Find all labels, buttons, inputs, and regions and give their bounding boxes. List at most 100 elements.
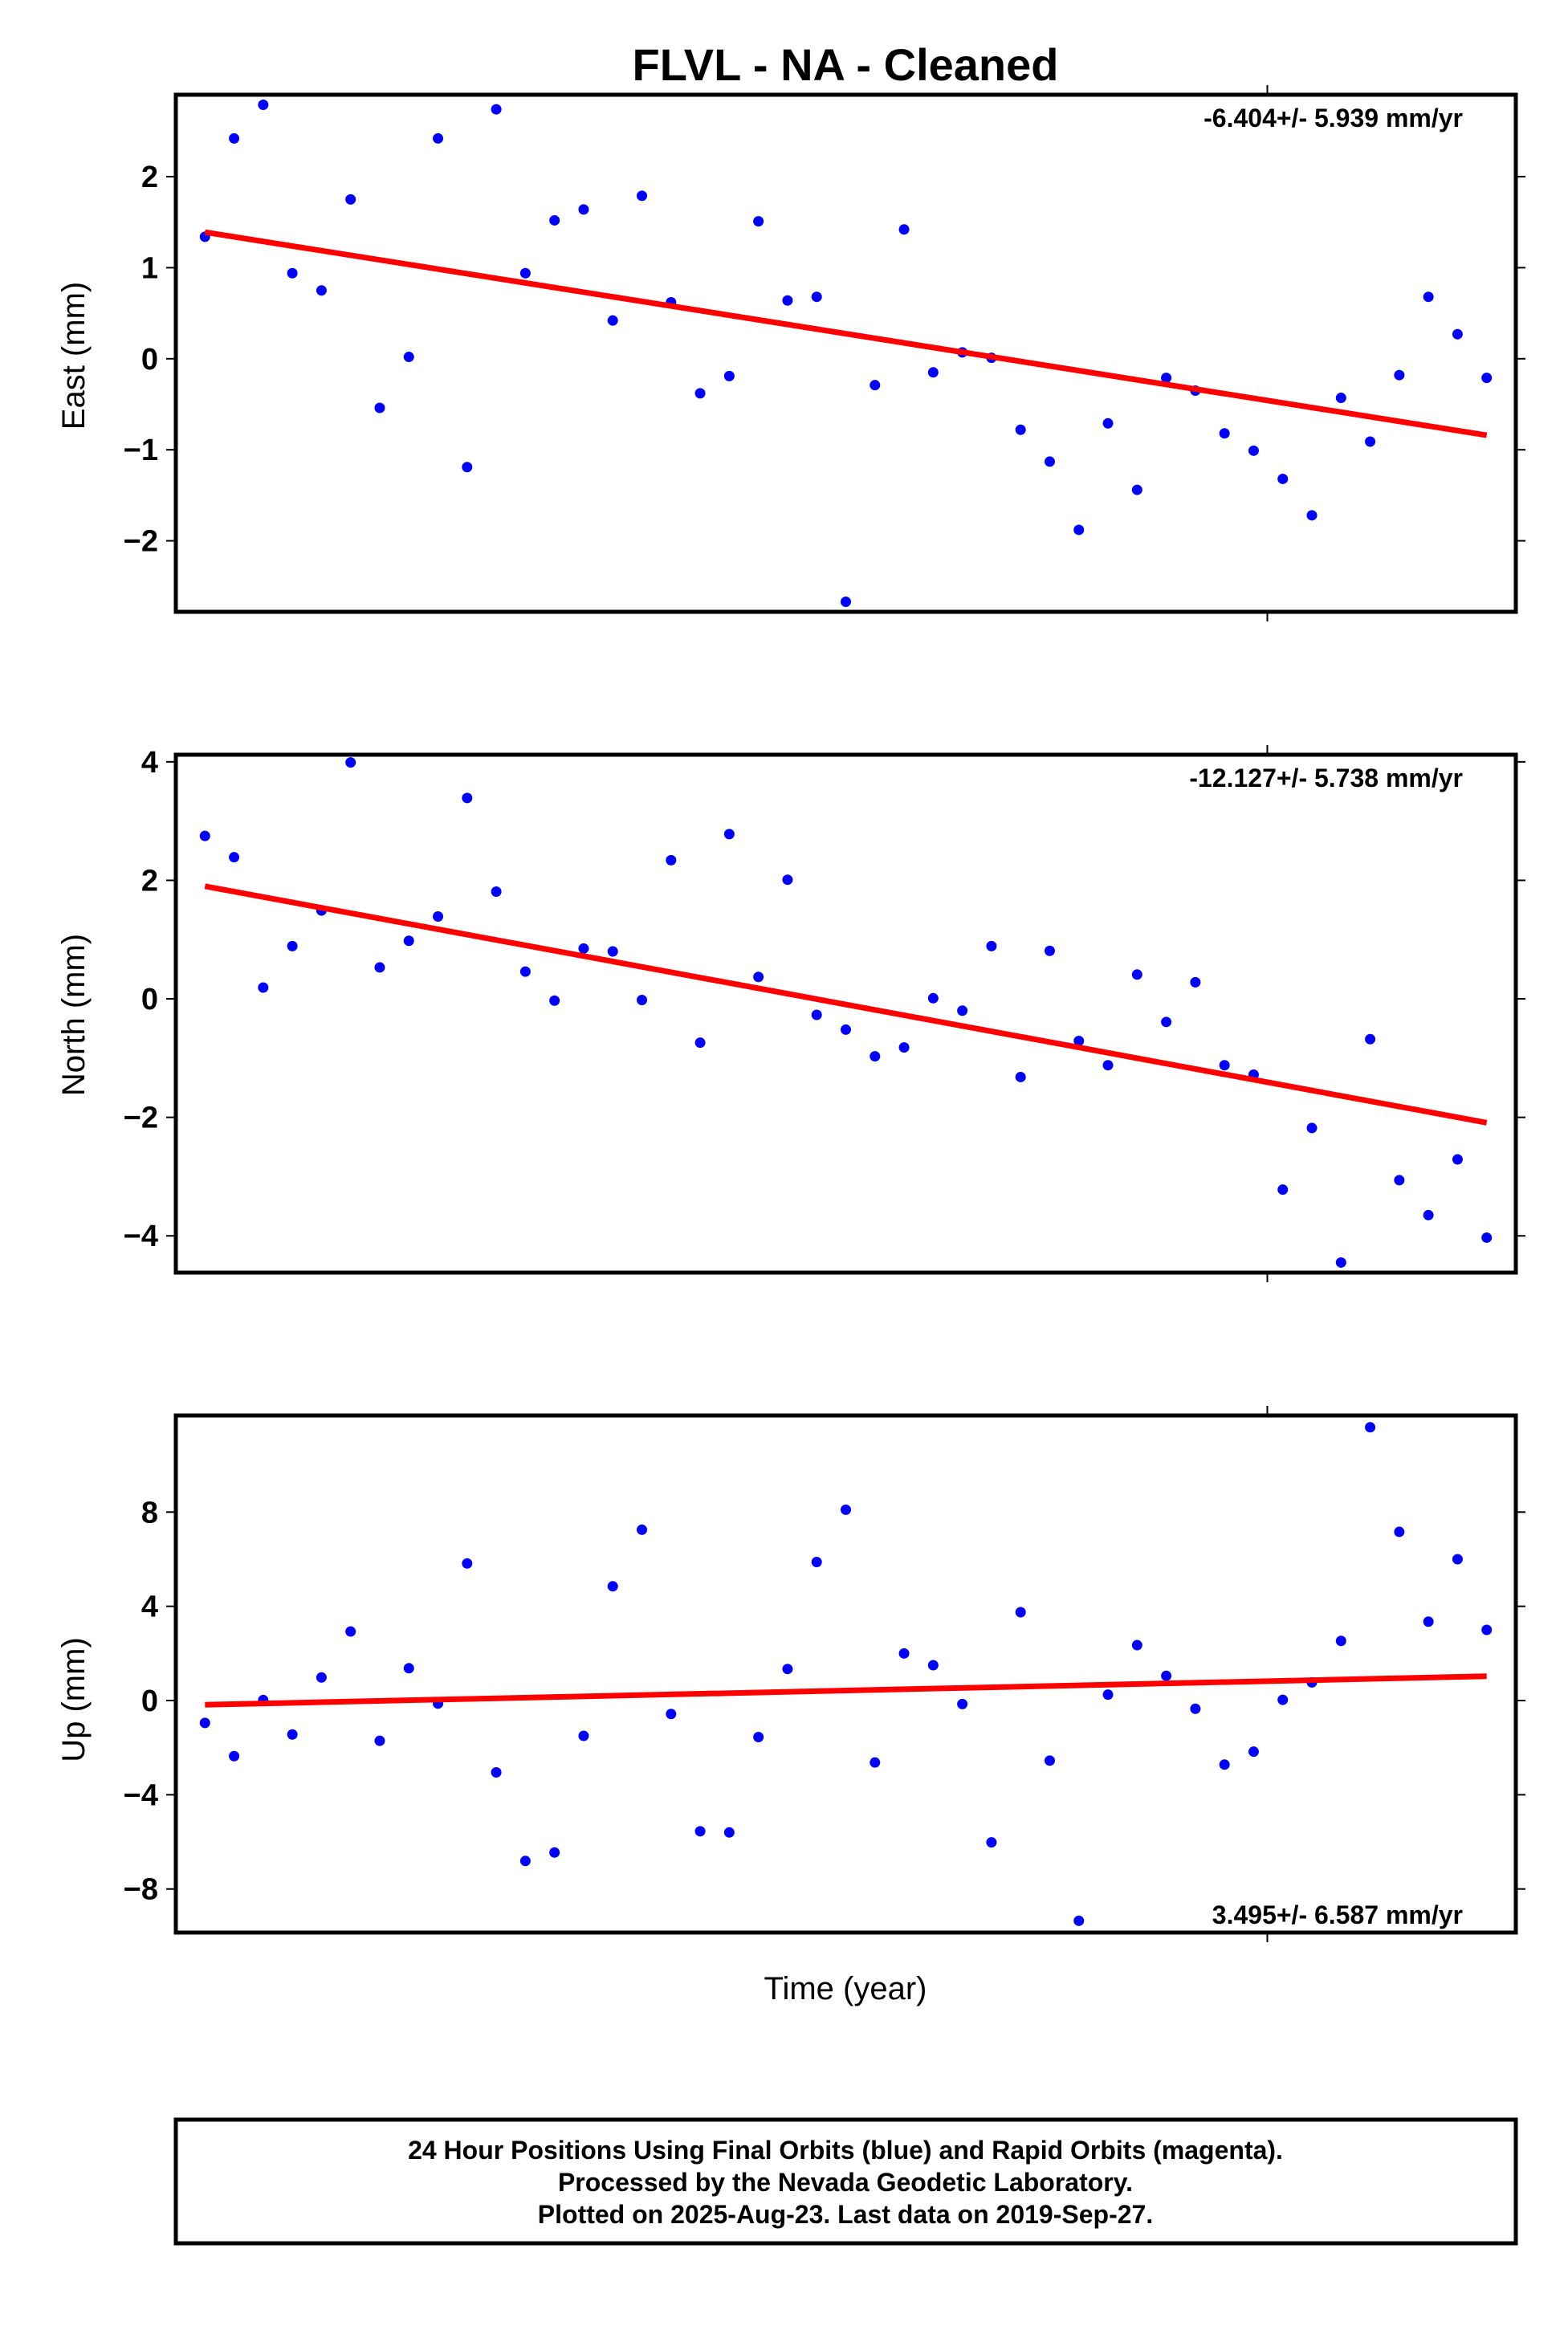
- panel-north-frame: [173, 752, 1518, 1275]
- panel-up-data-point: [1219, 1759, 1230, 1770]
- panel-north-data-point: [374, 962, 385, 973]
- panel-east-ytick-label: 0: [141, 343, 158, 377]
- panel-up-data-point: [637, 1524, 648, 1535]
- panel-north-data-point: [811, 1009, 822, 1020]
- panel-east-data-point: [316, 285, 327, 296]
- panel-north-data-point: [870, 1051, 881, 1062]
- panel-up-ytick-label: 0: [141, 1684, 158, 1718]
- panel-east-data-point: [1102, 418, 1114, 429]
- panel-north-data-point: [1423, 1209, 1434, 1220]
- panel-east-data-point: [841, 597, 851, 608]
- panel-north-data-point: [1015, 1071, 1026, 1082]
- panel-east-data-point: [433, 132, 444, 144]
- panel-up: Up (mm) 3.495+/- 6.587 mm/yr −8 −4 0 4 8: [56, 1406, 1525, 1942]
- panel-up-rate: 3.495+/- 6.587 mm/yr: [1212, 1900, 1463, 1929]
- panel-north-data-point: [462, 792, 473, 804]
- panel-up-data-point: [1481, 1624, 1493, 1635]
- panel-up-data-point: [1365, 1422, 1376, 1433]
- x-axis-label: Time (year): [764, 1971, 927, 2006]
- panel-north-data-point: [229, 852, 240, 863]
- panel-north-data-point: [345, 757, 356, 768]
- panel-east-data-point: [1481, 373, 1493, 384]
- panel-north-data-point: [1481, 1232, 1493, 1243]
- panel-north-data-point: [1335, 1257, 1346, 1268]
- panel-east-data-point: [898, 224, 910, 235]
- panel-east-data-point: [287, 267, 298, 279]
- panel-up-data-point: [1131, 1640, 1142, 1651]
- footer-box: 24 Hour Positions Using Final Orbits (bl…: [173, 2117, 1518, 2246]
- panel-up-ytick-label: 8: [141, 1496, 158, 1530]
- panel-up-ylabel: Up (mm): [56, 1637, 92, 1762]
- panel-north-data-point: [1277, 1184, 1289, 1196]
- panel-up-data-point: [957, 1698, 968, 1709]
- panel-north-data-point: [898, 1042, 910, 1053]
- panel-up-data-point: [870, 1757, 881, 1768]
- panel-up-data-point: [1335, 1635, 1346, 1647]
- panel-east-data-point: [491, 104, 502, 115]
- panel-east-ytick-label: −1: [124, 434, 158, 467]
- panel-east-trend-line: [204, 229, 1488, 438]
- panel-north-ytick-label: −4: [124, 1220, 158, 1253]
- panel-north-ytick-label: −2: [124, 1102, 158, 1135]
- panel-up-data-point: [841, 1504, 851, 1515]
- panel-up-data-point: [986, 1837, 997, 1848]
- panel-east-ylabel: East (mm): [56, 282, 92, 430]
- panel-north-data-point: [782, 874, 793, 886]
- panel-up-data-point: [811, 1556, 822, 1567]
- panel-east-data-point: [1335, 393, 1346, 404]
- panel-north-data-point: [1365, 1033, 1376, 1045]
- panel-east-data-point: [1219, 428, 1230, 439]
- panel-up-data-point: [666, 1709, 677, 1720]
- panel-north: North (mm) -12.127+/- 5.738 mm/yr −4 −2 0 2…: [56, 745, 1525, 1282]
- panel-east-ytick-label: 2: [141, 161, 158, 194]
- panel-up-data-point: [345, 1626, 356, 1637]
- panel-up-ytick-label: −4: [124, 1778, 158, 1812]
- panel-north-ytick-label: 4: [141, 746, 158, 780]
- panel-east-data-point: [723, 370, 735, 381]
- panel-up-data-point: [753, 1731, 764, 1742]
- panel-up-data-point: [491, 1766, 502, 1778]
- panel-up-data-point: [1248, 1746, 1259, 1758]
- panel-north-data-point: [549, 995, 560, 1006]
- panel-north-data-point: [986, 940, 997, 951]
- panel-north-data-point: [637, 995, 648, 1006]
- panel-east-data-point: [1015, 424, 1026, 435]
- panel-up-data-point: [1161, 1670, 1172, 1681]
- panel-east-data-point: [1131, 484, 1142, 495]
- panel-north-ytick-label: 2: [141, 864, 158, 898]
- panel-up-ytick-label: −8: [124, 1873, 158, 1907]
- chart-title: FLVL - NA - Cleaned: [633, 39, 1059, 90]
- panel-north-data-point: [957, 1005, 968, 1016]
- panel-up-data-point: [1190, 1703, 1201, 1714]
- footer-line-2: Processed by the Nevada Geodetic Laborat…: [558, 2168, 1133, 2197]
- panel-up-data-point: [782, 1664, 793, 1675]
- panel-east-data-point: [1161, 373, 1172, 384]
- panel-north-data-point: [607, 946, 618, 957]
- panel-north-data-point: [666, 854, 677, 866]
- panel-up-data-point: [1015, 1607, 1026, 1618]
- panel-east-data-point: [1248, 445, 1259, 456]
- panel-east-data-point: [782, 295, 793, 306]
- panel-up-trend-line: [205, 1673, 1487, 1708]
- panel-north-trend-line: [204, 883, 1488, 1126]
- panel-up-data-point: [403, 1663, 414, 1674]
- panel-east-ytick-label: −2: [124, 525, 158, 559]
- panel-north-data-point: [1219, 1060, 1230, 1071]
- panel-north-data-point: [1161, 1016, 1172, 1028]
- panel-up-data-point: [519, 1855, 531, 1867]
- panel-north-ylabel: North (mm): [56, 934, 92, 1096]
- panel-up-data-point: [1423, 1616, 1434, 1627]
- panel-north-data-point: [1452, 1154, 1463, 1165]
- panel-east: East (mm) -6.404+/- 5.939 mm/yr −2 −1 0 1 2: [56, 85, 1525, 621]
- panel-east-data-point: [1073, 524, 1085, 536]
- panel-up-data-point: [229, 1750, 240, 1762]
- panel-up-data-point: [1102, 1689, 1114, 1701]
- panel-north-data-point: [1131, 969, 1142, 980]
- panel-up-data-point: [607, 1581, 618, 1592]
- panel-up-frame: [173, 1413, 1518, 1935]
- panel-up-data-point: [694, 1826, 706, 1837]
- panel-east-data-point: [403, 352, 414, 363]
- panel-east-data-point: [637, 190, 648, 202]
- panel-north-data-point: [723, 829, 735, 840]
